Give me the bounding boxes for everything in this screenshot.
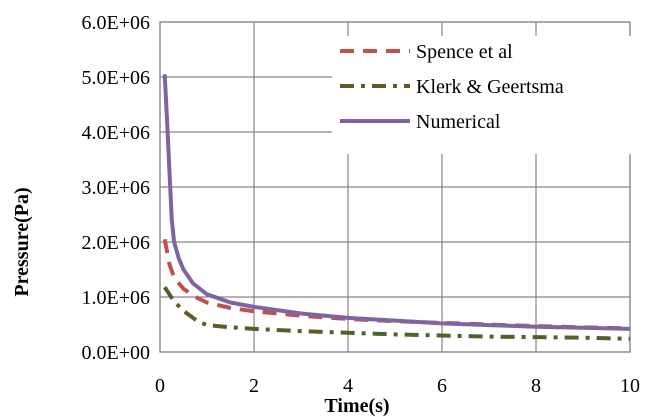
series-line (162, 238, 631, 331)
legend: Spence et al Klerk & Geertsma Numerical (332, 36, 642, 154)
x-axis-tick-labels: 0 2 4 6 8 10 (155, 375, 640, 397)
x-tick-label: 10 (620, 375, 640, 397)
y-tick-label: 5.0E+06 (82, 67, 151, 89)
x-tick-label: 8 (531, 375, 541, 397)
y-tick-label: 6.0E+06 (82, 12, 151, 34)
plot-area (159, 21, 631, 353)
x-axis-title: Time(s) (324, 395, 389, 417)
x-tick-label: 2 (249, 375, 259, 397)
series-line (162, 74, 631, 331)
plot-border (159, 21, 631, 353)
y-tick-label: 1.0E+06 (82, 287, 151, 309)
y-tick-label: 0.0E+00 (82, 342, 151, 364)
legend-background (332, 36, 642, 154)
y-axis-title: Pressure(Pa) (11, 187, 33, 296)
series-line (163, 286, 631, 341)
y-tick-label: 4.0E+06 (82, 122, 151, 144)
legend-label: Numerical (416, 111, 501, 133)
legend-label: Spence et al (416, 41, 513, 63)
y-tick-label: 3.0E+06 (82, 177, 151, 199)
x-tick-label: 4 (343, 375, 353, 397)
y-axis-tick-labels: 0.0E+00 1.0E+06 2.0E+06 3.0E+06 4.0E+06 5.0E+… (82, 12, 151, 364)
x-tick-label: 6 (437, 375, 447, 397)
series-lines (162, 74, 631, 341)
x-tick-label: 0 (155, 375, 165, 397)
legend-label: Klerk & Geertsma (416, 76, 564, 98)
y-tick-label: 2.0E+06 (82, 232, 151, 254)
